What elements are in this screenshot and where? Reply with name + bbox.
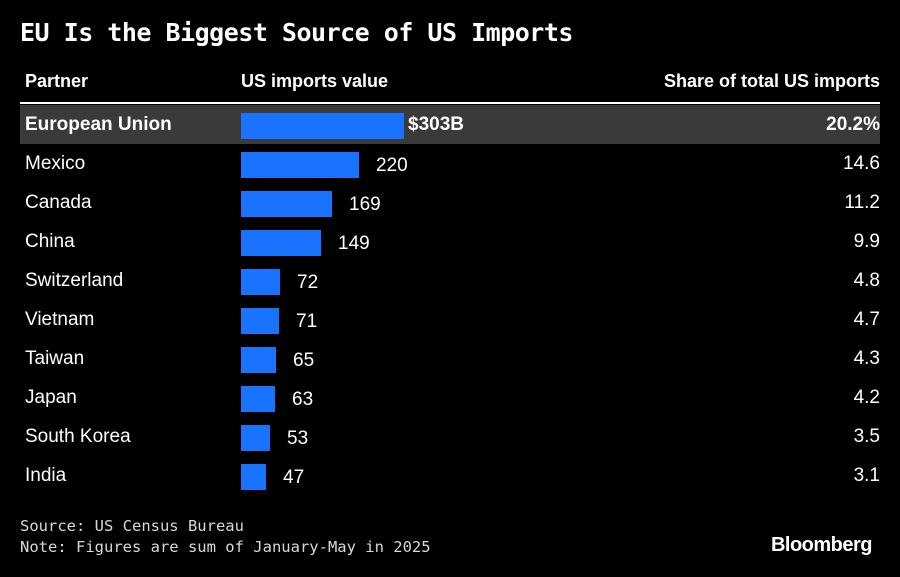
value-bar [241, 308, 279, 334]
header-imports-value: US imports value [241, 71, 389, 91]
value-label: 169 [349, 194, 381, 215]
bloomberg-logo: Bloomberg [770, 534, 873, 556]
share-label: 14.6 [843, 153, 880, 174]
value-bar [241, 386, 275, 412]
share-label: 20.2% [826, 114, 880, 135]
share-label: 4.3 [853, 348, 880, 369]
partner-label: Switzerland [25, 270, 124, 291]
value-bar [241, 347, 276, 373]
partner-label: Vietnam [25, 309, 95, 330]
note-text: Note: Figures are sum of January-May in … [20, 538, 431, 556]
header-partner: Partner [25, 71, 89, 91]
value-label: $303B [408, 114, 464, 135]
source-note: Source: US Census Bureau Note: Figures a… [20, 516, 431, 558]
source-text: Source: US Census Bureau [20, 517, 244, 535]
share-label: 4.2 [853, 387, 880, 408]
value-label: 220 [376, 155, 408, 176]
table-row: Switzerland 72 4.8 [20, 261, 880, 300]
value-bar [241, 464, 266, 490]
header-share: Share of total US imports [663, 71, 880, 91]
partner-label: South Korea [25, 426, 131, 447]
partner-label: Canada [25, 192, 92, 213]
value-label: 65 [293, 350, 315, 371]
table-row: Canada 169 11.2 [20, 183, 880, 222]
table-row: India 47 3.1 [20, 456, 880, 495]
table-row: Japan 63 4.2 [20, 378, 880, 417]
table-row: Vietnam 71 4.7 [20, 300, 880, 339]
value-label: 53 [287, 428, 309, 449]
value-label: 72 [297, 272, 319, 293]
partner-label: China [25, 231, 75, 252]
chart-title: EU Is the Biggest Source of US Imports [20, 18, 573, 47]
partner-label: Japan [25, 387, 77, 408]
partner-label: Taiwan [25, 348, 85, 369]
partner-label: Mexico [25, 153, 86, 174]
value-label: 63 [292, 389, 314, 410]
share-label: 3.5 [853, 426, 880, 447]
share-label: 4.7 [853, 309, 880, 330]
table-row: South Korea 53 3.5 [20, 417, 880, 456]
partner-label: India [25, 465, 67, 486]
value-label: 47 [283, 467, 305, 488]
partner-label: European Union [25, 114, 172, 135]
value-bar [241, 269, 280, 295]
value-bar [241, 425, 270, 451]
value-bar [241, 152, 359, 178]
table-row: China 149 9.9 [20, 222, 880, 261]
value-label: 71 [296, 311, 318, 332]
table-row: Mexico 220 14.6 [20, 144, 880, 183]
value-label: 149 [338, 233, 370, 254]
table-row: European Union $303B 20.2% [20, 105, 880, 144]
share-label: 4.8 [853, 270, 880, 291]
value-bar [241, 230, 321, 256]
value-bar [241, 191, 332, 217]
share-label: 3.1 [853, 465, 880, 486]
table-row: Taiwan 65 4.3 [20, 339, 880, 378]
value-bar [241, 113, 404, 139]
header-rule [20, 102, 880, 104]
share-label: 9.9 [853, 231, 880, 252]
share-label: 11.2 [844, 192, 880, 213]
